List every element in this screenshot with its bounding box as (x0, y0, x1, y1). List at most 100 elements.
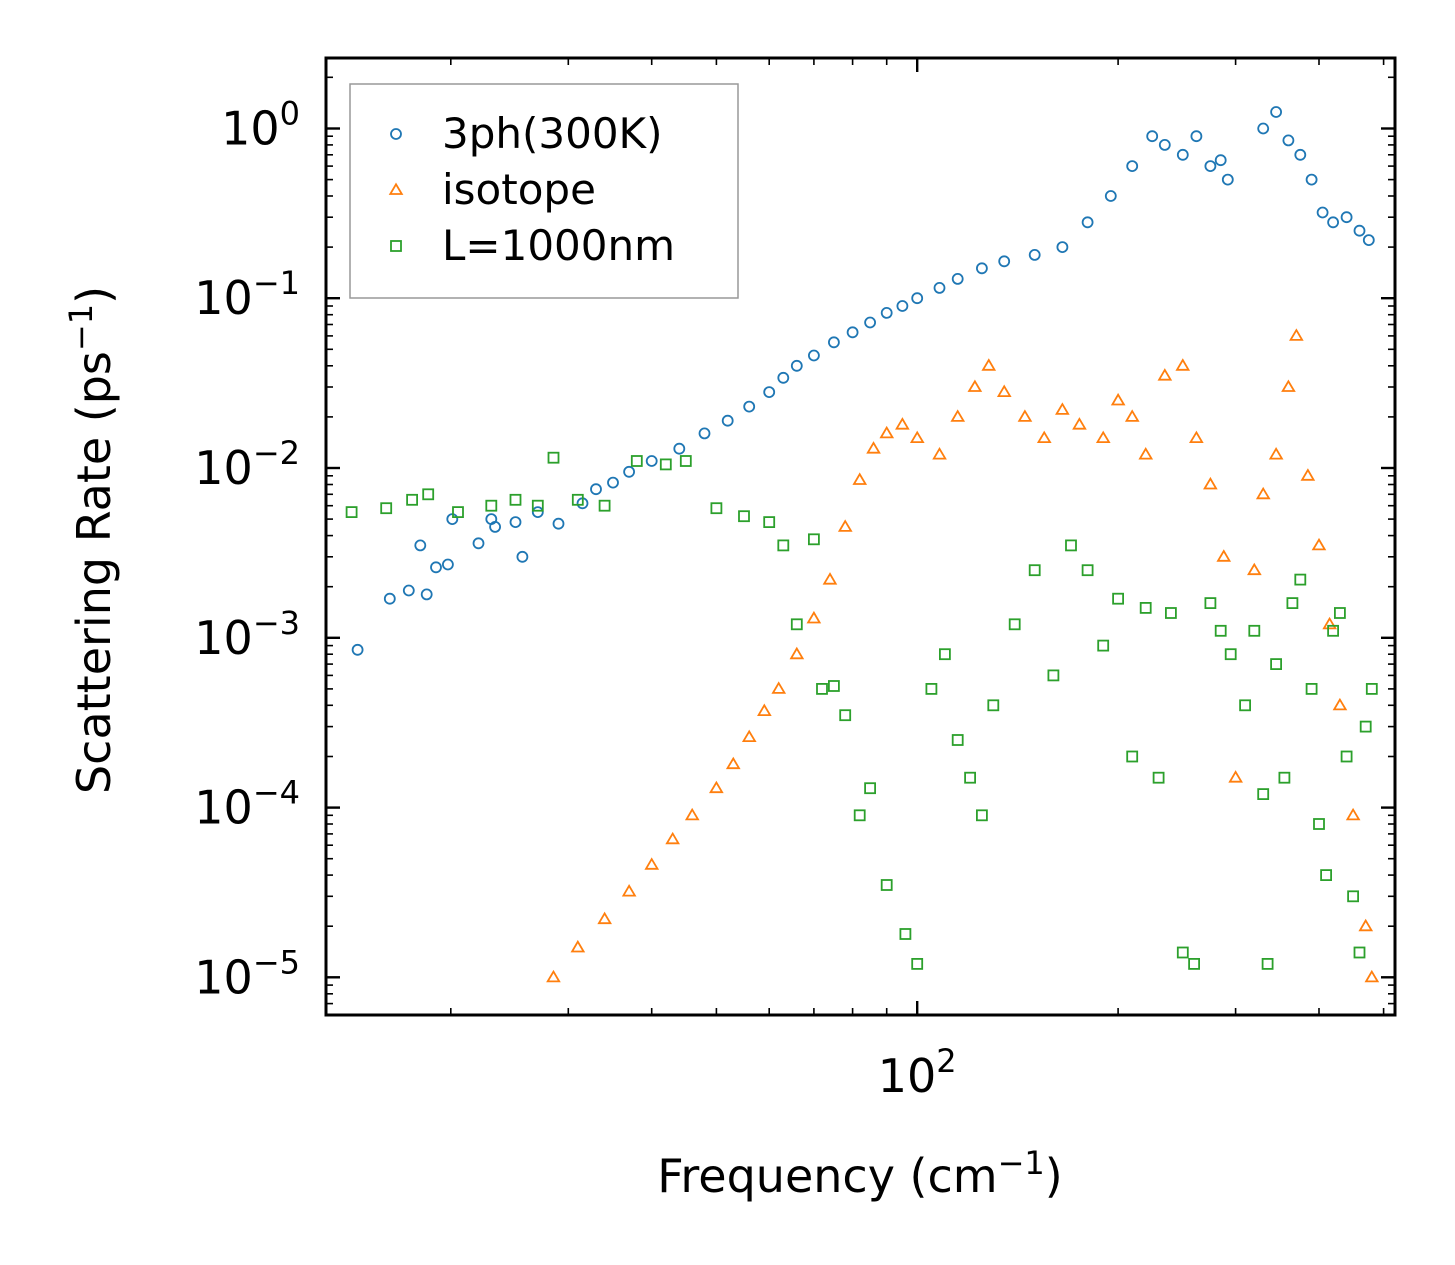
series-3-point-67 (1365, 683, 1378, 695)
series-3-point-3 (422, 488, 435, 501)
series-3-point-44 (1165, 607, 1177, 619)
series-3-point-27 (911, 958, 924, 970)
series-2-point-49 (1345, 807, 1361, 821)
series-3-point-37 (1065, 539, 1077, 552)
series-3-point-54 (1270, 658, 1282, 670)
x-tick-label-0: 102 (878, 1042, 957, 1103)
series-2-point-10 (757, 703, 772, 716)
series-2-point-4 (644, 857, 660, 870)
series-1 (351, 106, 1375, 656)
series-3-point-14 (710, 502, 723, 515)
series-3-point-22 (839, 709, 852, 722)
series-3-point-36 (1047, 669, 1060, 682)
series-1-point-47 (1204, 160, 1217, 173)
series-3-point-30 (951, 734, 964, 746)
series-2-point-13 (806, 610, 822, 624)
series-1-point-25 (777, 371, 790, 384)
series-1-point-50 (1257, 122, 1270, 135)
series-1-point-18 (623, 465, 635, 478)
series-3-point-53 (1261, 958, 1274, 970)
series-3-point-62 (1334, 607, 1346, 619)
series-1-point-20 (673, 442, 686, 455)
series-3-point-48 (1214, 624, 1227, 637)
series-1-point-10 (489, 521, 502, 533)
legend-label-1: 3ph(300K) (442, 109, 662, 158)
series-3-point-6 (509, 493, 522, 506)
series-2-point-41 (1255, 486, 1271, 500)
series-3-point-15 (738, 510, 750, 523)
series-2-point-16 (852, 472, 868, 485)
series-3-point-0 (345, 506, 358, 519)
series-1-point-34 (933, 281, 946, 294)
y-tick-label-2: 10−2 (194, 434, 300, 495)
series-1-point-8 (472, 537, 485, 550)
legend-marker-2-point-0 (388, 182, 404, 195)
series-3-point-43 (1152, 771, 1165, 784)
series-3-point-38 (1081, 564, 1094, 577)
series-2-point-40 (1247, 562, 1262, 576)
series-2-point-47 (1322, 616, 1337, 630)
series-3-point-8 (547, 451, 560, 464)
y-tick-label-5: 10−5 (194, 943, 300, 1004)
series-3 (345, 451, 1378, 970)
series-2-point-11 (771, 681, 787, 694)
series-2-point-51 (1364, 969, 1380, 983)
series-1-point-30 (864, 316, 876, 329)
x-axis-label: Frequency (cm−1) (657, 1144, 1062, 1203)
series-2-point-31 (1110, 392, 1126, 406)
series-3-point-34 (1008, 618, 1021, 631)
series-1-point-3 (414, 539, 427, 552)
series-1-point-59 (1362, 234, 1375, 247)
series-1-point-6 (441, 558, 454, 571)
series-2-point-21 (932, 447, 947, 460)
series-3-point-40 (1112, 592, 1124, 605)
series-3-point-66 (1359, 720, 1372, 733)
series-3-point-29 (939, 648, 951, 661)
series-3-point-33 (987, 699, 1000, 712)
series-3-point-46 (1188, 958, 1200, 970)
series-2-point-28 (1055, 402, 1070, 415)
series-1-point-46 (1190, 130, 1203, 143)
series-1-point-39 (1056, 241, 1069, 254)
series-2-point-23 (967, 379, 983, 392)
series-2-point-7 (709, 780, 724, 794)
series-2-point-17 (866, 441, 881, 454)
series-2-point-36 (1189, 430, 1204, 444)
series-2-point-2 (597, 911, 612, 925)
series-2-point-46 (1311, 537, 1327, 551)
plot-frame (324, 56, 1397, 1017)
series-3-point-32 (976, 809, 988, 822)
series-3-point-41 (1126, 750, 1139, 763)
series-1-point-21 (698, 427, 711, 440)
y-axis-label: Scattering Rate (ps−1) (62, 286, 121, 794)
series-1-point-48 (1214, 154, 1227, 167)
series-1-point-13 (531, 506, 544, 518)
series-3-point-19 (808, 533, 820, 546)
series-3-point-12 (659, 458, 672, 471)
series-2-point-0 (546, 969, 561, 983)
series-1-point-42 (1126, 160, 1139, 173)
y-tick-label-1: 10−1 (194, 264, 300, 325)
series-1-point-14 (552, 517, 565, 530)
series-2-point-15 (837, 519, 853, 532)
series-2-point-45 (1300, 468, 1316, 481)
series-1-point-51 (1270, 106, 1282, 118)
series-2-point-32 (1124, 409, 1140, 422)
series-1-point-43 (1146, 130, 1159, 143)
series-3-point-25 (880, 879, 893, 891)
series-2-point-27 (1036, 430, 1052, 444)
series-3-point-5 (485, 499, 498, 512)
series-1-point-45 (1176, 148, 1189, 161)
series-3-point-23 (853, 809, 866, 822)
series-3-point-39 (1097, 639, 1110, 652)
series-3-point-18 (790, 618, 803, 631)
series-2-point-5 (665, 831, 680, 845)
series-1-point-1 (383, 592, 396, 605)
series-1-point-29 (846, 326, 859, 339)
series-2-point-19 (895, 417, 910, 430)
series-1-point-28 (828, 336, 840, 349)
series-2-point-33 (1138, 447, 1154, 460)
series-1-point-54 (1305, 173, 1318, 186)
series-3-point-57 (1294, 573, 1307, 586)
